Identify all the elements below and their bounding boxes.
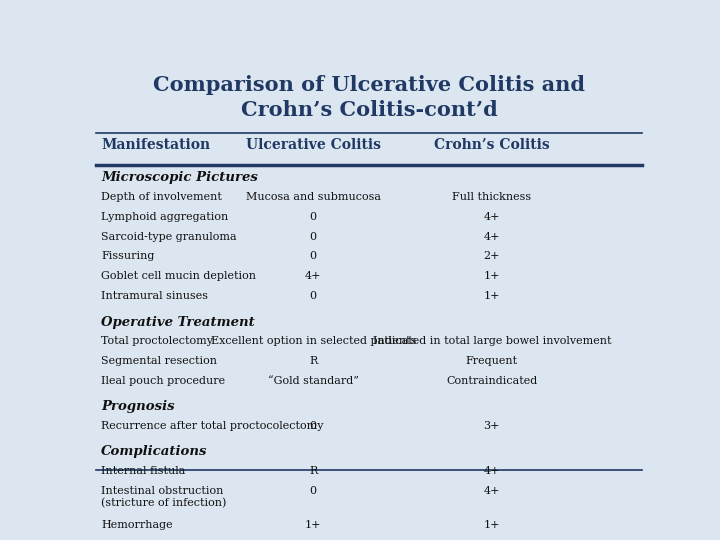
Text: 4+: 4+ xyxy=(484,232,500,241)
Text: 1+: 1+ xyxy=(305,520,321,530)
Text: Fissuring: Fissuring xyxy=(101,252,155,261)
Text: Microscopic Pictures: Microscopic Pictures xyxy=(101,171,258,184)
Text: Intramural sinuses: Intramural sinuses xyxy=(101,292,208,301)
Text: 4+: 4+ xyxy=(484,466,500,476)
Text: Depth of involvement: Depth of involvement xyxy=(101,192,222,201)
Text: Lymphoid aggregation: Lymphoid aggregation xyxy=(101,212,228,221)
Text: Intestinal obstruction
(stricture of infection): Intestinal obstruction (stricture of inf… xyxy=(101,486,227,508)
Text: Crohn’s Colitis: Crohn’s Colitis xyxy=(434,138,549,152)
Text: Sarcoid-type granuloma: Sarcoid-type granuloma xyxy=(101,232,237,241)
Text: Crohn’s Colitis-cont’d: Crohn’s Colitis-cont’d xyxy=(240,100,498,120)
Text: “Gold standard”: “Gold standard” xyxy=(268,376,359,386)
Text: 0: 0 xyxy=(310,486,317,496)
Text: Internal fistula: Internal fistula xyxy=(101,466,186,476)
Text: Contraindicated: Contraindicated xyxy=(446,376,537,386)
Text: 1+: 1+ xyxy=(484,520,500,530)
Text: 0: 0 xyxy=(310,252,317,261)
Text: 1+: 1+ xyxy=(484,272,500,281)
Text: 0: 0 xyxy=(310,292,317,301)
Text: Full thickness: Full thickness xyxy=(452,192,531,201)
Text: Goblet cell mucin depletion: Goblet cell mucin depletion xyxy=(101,272,256,281)
Text: 4+: 4+ xyxy=(305,272,321,281)
Text: Recurrence after total proctocolectomy: Recurrence after total proctocolectomy xyxy=(101,421,324,431)
Text: Total proctolectomy: Total proctolectomy xyxy=(101,336,213,346)
Text: Manifestation: Manifestation xyxy=(101,138,210,152)
Text: Excellent option in selected patients: Excellent option in selected patients xyxy=(210,336,416,346)
Text: Segmental resection: Segmental resection xyxy=(101,356,217,366)
Text: 0: 0 xyxy=(310,232,317,241)
Text: Mucosa and submucosa: Mucosa and submucosa xyxy=(246,192,381,201)
Text: 0: 0 xyxy=(310,421,317,431)
Text: Comparison of Ulcerative Colitis and: Comparison of Ulcerative Colitis and xyxy=(153,75,585,95)
Text: Hemorrhage: Hemorrhage xyxy=(101,520,173,530)
Text: Prognosis: Prognosis xyxy=(101,400,175,413)
Text: Indicated in total large bowel involvement: Indicated in total large bowel involveme… xyxy=(372,336,611,346)
Text: R: R xyxy=(309,356,318,366)
Text: Frequent: Frequent xyxy=(466,356,518,366)
Text: Operative Treatment: Operative Treatment xyxy=(101,315,255,328)
Text: 4+: 4+ xyxy=(484,486,500,496)
Text: 0: 0 xyxy=(310,212,317,221)
Text: R: R xyxy=(309,466,318,476)
Text: Ileal pouch procedure: Ileal pouch procedure xyxy=(101,376,225,386)
Text: 3+: 3+ xyxy=(484,421,500,431)
Text: 2+: 2+ xyxy=(484,252,500,261)
Text: Ulcerative Colitis: Ulcerative Colitis xyxy=(246,138,381,152)
Text: 4+: 4+ xyxy=(484,212,500,221)
Text: Complications: Complications xyxy=(101,446,207,458)
Text: 1+: 1+ xyxy=(484,292,500,301)
